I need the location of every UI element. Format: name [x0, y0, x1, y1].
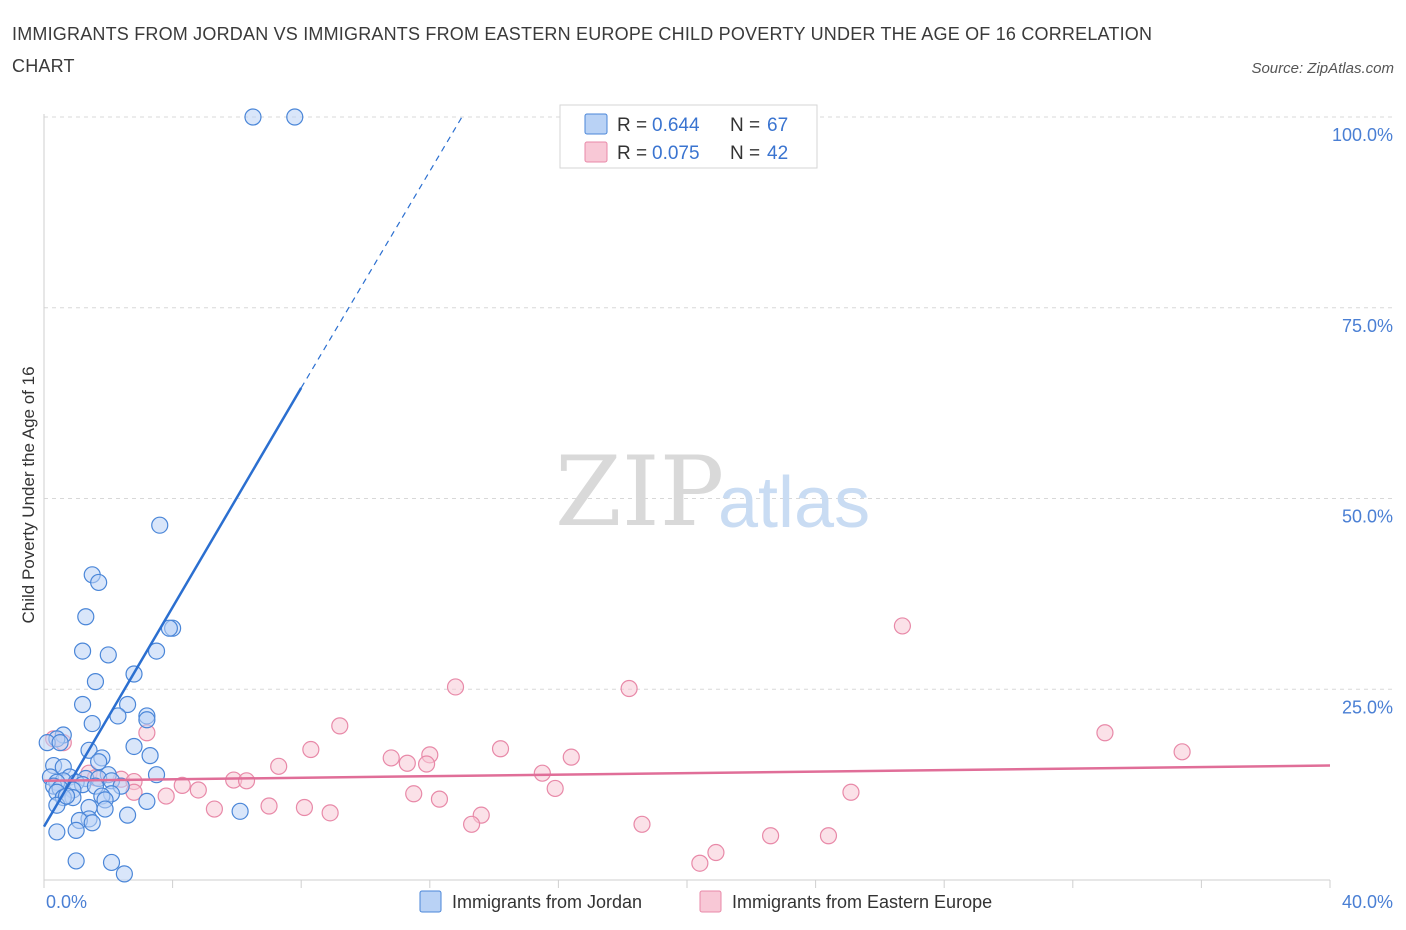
jordan-point-60 — [83, 814, 101, 832]
ee-point-24 — [173, 776, 191, 794]
ee-point-3 — [446, 678, 465, 696]
jordan-point-62 — [48, 823, 66, 841]
trend-line-jordan — [42, 387, 303, 828]
jordan-point-17 — [138, 711, 156, 729]
ee-point-15 — [417, 755, 436, 773]
jordan-point-25 — [141, 747, 159, 765]
legend-jordan-r-value: 0.644 — [652, 115, 700, 136]
y-tick-label-25: 25.0% — [1342, 697, 1393, 717]
jordan-point-2 — [151, 516, 169, 534]
ee-point-32 — [260, 797, 278, 815]
series-eastern-europe-points — [45, 617, 1191, 872]
ee-point-38 — [633, 815, 651, 833]
ee-point-10 — [491, 740, 510, 758]
x-ticks — [43, 880, 1331, 888]
ee-point-39 — [761, 827, 780, 845]
ee-point-25 — [546, 779, 564, 798]
ee-point-2 — [893, 617, 912, 635]
jordan-point-4 — [90, 573, 108, 592]
y-tick-label-50: 50.0% — [1342, 507, 1393, 527]
ee-point-35 — [321, 804, 339, 822]
bottom-legend-label-jordan: Immigrants from Jordan — [452, 892, 642, 912]
jordan-point-65 — [115, 865, 133, 883]
jordan-point-10 — [99, 646, 117, 664]
watermark: ZIP atlas — [555, 436, 870, 548]
ee-point-31 — [430, 790, 449, 808]
ee-point-17 — [533, 764, 551, 782]
ee-point-5 — [331, 717, 349, 735]
ee-point-37 — [462, 815, 481, 833]
y-tick-label-75: 75.0% — [1342, 316, 1393, 336]
ee-point-41 — [707, 843, 725, 862]
y-tick-labels: 25.0% 50.0% 75.0% 100.0% — [1332, 125, 1393, 717]
jordan-point-23 — [125, 737, 143, 756]
legend-ee-r-label: R = — [617, 143, 647, 164]
legend-swatch-ee — [584, 141, 608, 163]
legend-ee-n-label: N = — [730, 143, 760, 164]
trend-lines — [42, 116, 1331, 828]
jordan-point-56 — [231, 802, 249, 820]
legend-jordan-n-label: N = — [730, 115, 760, 136]
jordan-point-22 — [51, 734, 69, 752]
legend-swatch-jordan — [584, 113, 608, 135]
bottom-legend: Immigrants from Jordan Immigrants from E… — [419, 890, 992, 913]
ee-point-8 — [1173, 743, 1191, 761]
x-tick-label-min: 0.0% — [46, 892, 87, 912]
ee-point-34 — [205, 800, 223, 818]
jordan-point-9 — [73, 642, 92, 660]
bottom-legend-swatch-ee — [699, 890, 722, 913]
ee-point-4 — [620, 679, 638, 698]
x-tick-label-max: 40.0% — [1342, 892, 1393, 912]
legend: R = 0.644 N = 67 R = 0.075 N = 42 — [559, 104, 818, 169]
ee-point-7 — [1096, 724, 1114, 742]
jordan-point-1 — [286, 108, 304, 126]
ee-point-12 — [562, 748, 580, 766]
ee-point-30 — [157, 787, 175, 805]
bottom-legend-swatch-jordan — [419, 890, 442, 913]
ee-point-16 — [270, 757, 288, 775]
ee-point-13 — [398, 754, 416, 772]
jordan-point-5 — [77, 608, 95, 626]
ee-point-26 — [189, 781, 207, 799]
trend-line-ee — [43, 764, 1331, 783]
legend-ee-n-value: 42 — [767, 143, 788, 164]
jordan-point-57 — [118, 806, 137, 824]
ee-point-40 — [819, 827, 838, 845]
legend-jordan-r-label: R = — [617, 115, 647, 136]
ee-point-28 — [842, 783, 860, 801]
jordan-point-52 — [138, 792, 156, 811]
jordan-point-12 — [86, 673, 105, 691]
bottom-legend-label-ee: Immigrants from Eastern Europe — [732, 892, 992, 912]
ee-point-29 — [405, 785, 423, 803]
ee-point-9 — [302, 740, 320, 759]
jordan-point-14 — [73, 695, 92, 714]
watermark-atlas: atlas — [718, 463, 870, 543]
jordan-point-8 — [147, 642, 166, 660]
gridlines — [44, 116, 1392, 690]
jordan-point-13 — [118, 695, 137, 714]
jordan-point-64 — [102, 853, 121, 872]
jordan-point-18 — [83, 714, 101, 733]
legend-jordan-n-value: 67 — [767, 115, 788, 136]
jordan-point-0 — [244, 108, 262, 126]
source-label: Source: ZipAtlas.com — [1251, 60, 1394, 77]
jordan-point-55 — [96, 800, 114, 818]
trend-line-jordan-extension — [300, 116, 463, 389]
jordan-point-27 — [90, 753, 108, 771]
jordan-point-63 — [67, 852, 85, 870]
ee-point-21 — [237, 772, 256, 790]
watermark-zip: ZIP — [555, 436, 724, 548]
legend-ee-r-value: 0.075 — [652, 143, 700, 164]
y-axis-label: Child Poverty Under the Age of 16 — [19, 366, 38, 623]
ee-point-11 — [382, 749, 400, 767]
y-tick-label-100: 100.0% — [1332, 125, 1393, 145]
jordan-point-61 — [67, 821, 85, 840]
ee-point-33 — [295, 798, 314, 817]
chart-title: IMMIGRANTS FROM JORDAN VS IMMIGRANTS FRO… — [12, 24, 1153, 76]
ee-point-42 — [691, 854, 709, 872]
